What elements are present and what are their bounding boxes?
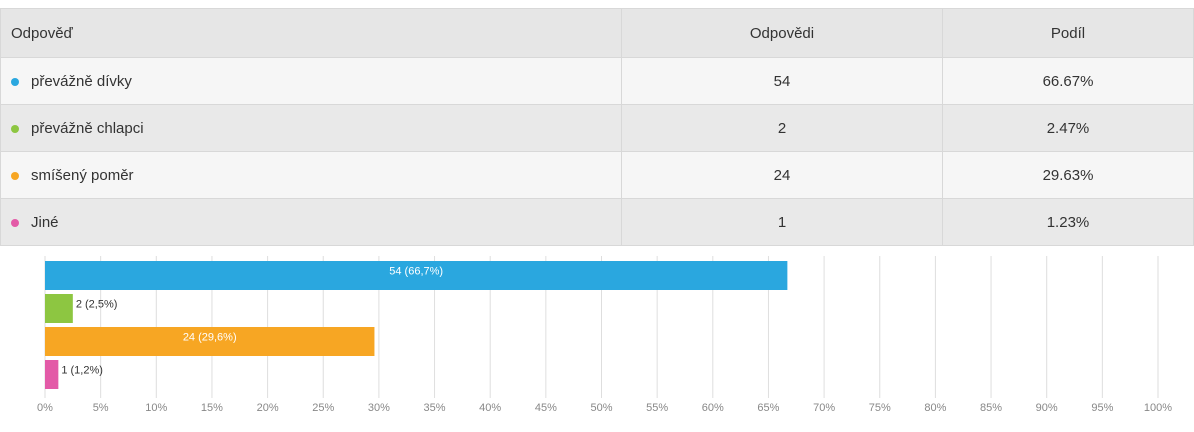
x-tick-label: 40% (479, 402, 501, 414)
value-label: 2 (2,5%) (76, 298, 118, 310)
bar (45, 261, 788, 290)
header-cell: Podíl (942, 8, 1194, 58)
x-tick-label: 65% (757, 402, 779, 414)
x-tick-label: 90% (1036, 402, 1058, 414)
table-body: převážně dívky 54 66.67% převážně chlapci 2 2… (0, 57, 1194, 246)
x-tick-label: 70% (813, 402, 835, 414)
table-cell: 2 (621, 104, 943, 152)
table-cell: 29.63% (942, 151, 1194, 199)
x-tick-label: 15% (201, 402, 223, 414)
table-cell: převážně chlapci (0, 104, 622, 152)
value-label: 1 (1,2%) (61, 364, 103, 376)
table-cell: převážně dívky (0, 57, 622, 105)
results-table: Odpověď Odpovědi Podíl převážně dívky 54 6… (0, 8, 1194, 246)
cell-text: 2 (777, 119, 787, 137)
cell-text: smíšený poměr (31, 166, 134, 184)
bar (45, 327, 375, 356)
x-tick-label: 50% (590, 402, 612, 414)
x-tick-label: 60% (702, 402, 724, 414)
table-cell: 1 (621, 198, 943, 246)
x-tick-label: 0% (37, 402, 53, 414)
x-tick-label: 10% (145, 402, 167, 414)
cell-text: 24 (773, 166, 791, 184)
cell-text: Jiné (31, 213, 59, 231)
table-row: převážně chlapci 2 2.47% (0, 104, 1194, 152)
legend-dot (11, 218, 19, 227)
value-label: 54 (66,7%) (389, 265, 443, 277)
header-row: Odpověď Odpovědi Podíl (0, 8, 1194, 58)
legend-dot (11, 124, 19, 133)
x-tick-label: 45% (535, 402, 557, 414)
chart: 0% 5% 10% 15% 20% 25% 30% 35% 40% 45% 50% 55% 60% 65%… (37, 256, 1172, 414)
x-tick-label: 55% (646, 402, 668, 414)
cell-text: 29.63% (1042, 166, 1094, 184)
table-cell: 54 (621, 57, 943, 105)
table-cell: 2.47% (942, 104, 1194, 152)
cell-text: 1 (777, 213, 787, 231)
value-label: 24 (29,6%) (183, 331, 237, 343)
legend-dot (11, 171, 19, 180)
cell-text: 2.47% (1046, 119, 1090, 137)
x-tick-label: 75% (869, 402, 891, 414)
cell-text: 1.23% (1046, 213, 1090, 231)
x-tick-label: 95% (1091, 402, 1113, 414)
header-cell: Odpověď (0, 8, 622, 58)
x-tick-label: 35% (424, 402, 446, 414)
x-tick-label: 5% (93, 402, 109, 414)
table-cell: smíšený poměr (0, 151, 622, 199)
x-tick-label: 20% (257, 402, 279, 414)
table-cell: 1.23% (942, 198, 1194, 246)
legend-dot (11, 77, 19, 86)
cell-text: 66.67% (1042, 72, 1094, 90)
cell-text: převážně dívky (31, 72, 132, 90)
cell-text: převážně chlapci (31, 119, 144, 137)
x-tick-label: 85% (980, 402, 1002, 414)
cell-text: 54 (773, 72, 791, 90)
table-row: Jiné 1 1.23% (0, 198, 1194, 246)
bar (45, 294, 73, 323)
x-tick-label: 30% (368, 402, 390, 414)
x-tick-label: 80% (924, 402, 946, 414)
table-cell: 66.67% (942, 57, 1194, 105)
bar (45, 360, 59, 389)
header-cell: Odpovědi (621, 8, 943, 58)
table-row: smíšený poměr 24 29.63% (0, 151, 1194, 199)
x-tick-label: 100% (1144, 402, 1172, 414)
table-cell: Jiné (0, 198, 622, 246)
table-row: převážně dívky 54 66.67% (0, 57, 1194, 105)
table-cell: 24 (621, 151, 943, 199)
x-tick-label: 25% (312, 402, 334, 414)
